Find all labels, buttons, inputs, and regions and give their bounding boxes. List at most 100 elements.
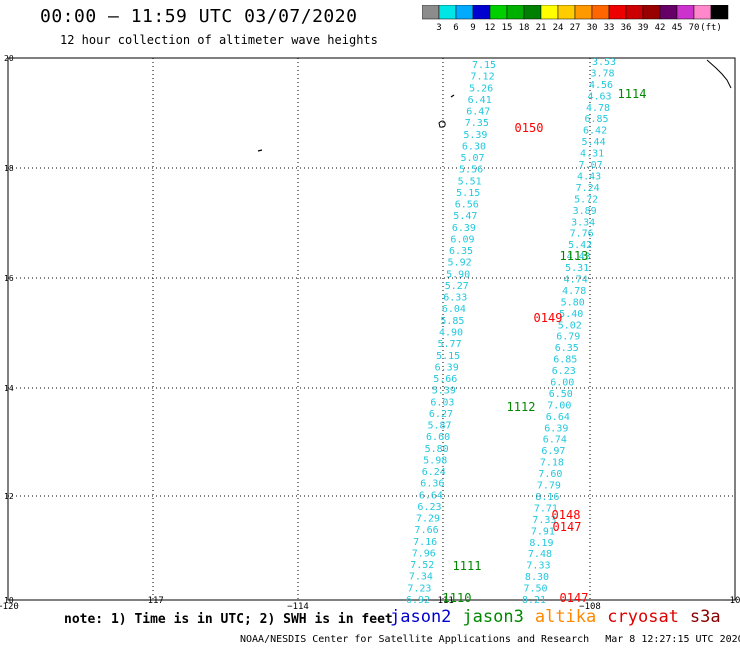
wave-height-value: 4.74 [564, 274, 588, 285]
wave-height-value: 5.39 [463, 130, 487, 141]
island-outline [450, 94, 455, 98]
wave-height-value: 6.39 [544, 423, 568, 434]
color-scale-label: 27 [570, 23, 581, 33]
wave-height-value: 5.90 [446, 269, 470, 280]
color-scale-legend: 3 6 9 12 15 18 21 24 27 30 33 36 39 42 45 70 (ft) [422, 5, 729, 33]
wave-height-map: −120 −117 −114 −111 −108 −105 20 18 16 14 12 10 7.15… [0, 54, 740, 610]
satellite-s3a: s3a [689, 607, 721, 627]
wave-height-value: 7.34 [409, 572, 433, 583]
wave-height-value: 5.77 [438, 339, 462, 350]
wave-height-value: 3.34 [571, 217, 595, 228]
wave-height-value: 5.42 [568, 240, 592, 251]
wave-height-value: 6.42 [583, 126, 607, 137]
pass-time-label: 0149 [534, 311, 563, 325]
wave-height-value: 6.00 [550, 378, 574, 389]
color-scale-label: 15 [502, 23, 513, 33]
satellite-legend: jason2 jason3 altika cryosat s3a [390, 607, 732, 627]
wave-height-value: 7.23 [407, 583, 431, 594]
wave-height-value: 7.15 [472, 60, 496, 71]
wave-height-value: 6.39 [435, 362, 459, 373]
wave-height-value: 7.79 [537, 481, 561, 492]
wave-height-value: 5.72 [574, 194, 598, 205]
wave-height-value: 5.26 [469, 83, 493, 94]
wave-height-value: 6.64 [546, 412, 570, 423]
wave-height-value: 5.80 [561, 297, 585, 308]
wave-height-value: 6.64 [419, 490, 443, 501]
pass-time-label: 1110 [443, 591, 472, 605]
pass-time-label: 0148 [552, 508, 581, 522]
wave-height-value: 7.33 [532, 515, 556, 526]
pass-time-label: 1112 [507, 400, 536, 414]
wave-height-value: 6.39 [452, 223, 476, 234]
color-scale-label: 12 [485, 23, 496, 33]
color-scale-label: 24 [553, 23, 564, 33]
wave-height-value: 5.44 [582, 137, 606, 148]
wave-height-value: 3.53 [592, 57, 616, 68]
wave-height-value: 6.24 [422, 467, 446, 478]
satellite-jason3: jason3 [462, 607, 524, 627]
island-outline [257, 149, 263, 152]
credit-text: NOAA/NESDIS Center for Satellite Applica… [240, 634, 590, 645]
pass-time-label: 1114 [618, 87, 647, 101]
longitude-tick-label: −114 [287, 602, 309, 610]
wave-height-value: 7.18 [540, 458, 564, 469]
wave-height-value: 6.30 [462, 141, 486, 152]
pass-time-label: 1113 [560, 249, 589, 263]
generated-timestamp: Mar 8 12:27:15 UTC 2020 [605, 634, 740, 645]
wave-height-value: 6.04 [442, 304, 466, 315]
chart-title: 00:00 – 11:59 UTC 03/07/2020 [40, 6, 358, 27]
wave-height-value: 6.03 [430, 397, 454, 408]
satellite-cryosat: cryosat [607, 607, 679, 627]
wave-height-value: 6.79 [556, 332, 580, 343]
color-scale-label: 9 [470, 23, 475, 33]
wave-height-value: 5.51 [458, 176, 482, 187]
footer-credit: NOAA/NESDIS Center for Satellite Applica… [240, 634, 740, 645]
wave-height-value: 7.16 [413, 537, 437, 548]
wave-height-value: 6.85 [585, 114, 609, 125]
latitude-tick-label: 18 [4, 164, 14, 173]
latitude-tick-label: 20 [4, 54, 14, 63]
wave-height-value: 6.23 [417, 502, 441, 513]
latitude-tick-label: 10 [4, 596, 14, 605]
latitude-tick-label: 12 [4, 492, 14, 501]
wave-height-value: 4.56 [589, 80, 613, 91]
wave-height-value: 7.00 [547, 400, 571, 411]
wave-height-value: 6.27 [429, 409, 453, 420]
wave-height-value: 6.60 [426, 432, 450, 443]
pass-time-label: 0147 [553, 520, 582, 534]
wave-height-value: 6.23 [552, 366, 576, 377]
color-scale-label: 70 [689, 23, 700, 33]
color-scale-label: 30 [587, 23, 598, 33]
color-scale-label: 36 [621, 23, 632, 33]
wave-height-value: 6.35 [555, 343, 579, 354]
wave-height-value: 4.78 [562, 286, 586, 297]
wave-height-value: 6.50 [549, 389, 573, 400]
wave-height-value: 7.24 [576, 183, 600, 194]
wave-height-value: 7.60 [538, 469, 562, 480]
longitude-tick-label: −120 [0, 602, 19, 610]
latitude-tick-label: 14 [4, 384, 14, 393]
wave-height-value: 6.92 [406, 595, 430, 606]
wave-height-value: 7.91 [531, 526, 555, 537]
island-outline [438, 120, 446, 128]
wave-height-value: 7.12 [471, 72, 495, 83]
wave-height-value: 3.89 [573, 206, 597, 217]
longitude-tick-label: −108 [579, 602, 601, 610]
pass-time-label: 0147 [560, 591, 589, 605]
color-scale-label: 18 [519, 23, 530, 33]
wave-height-value: 5.56 [459, 165, 483, 176]
wave-height-value: 5.39 [432, 386, 456, 397]
wave-height-value: 4.43 [577, 171, 601, 182]
wave-height-value: 7.29 [416, 514, 440, 525]
wave-height-value: 8.16 [535, 492, 559, 503]
wave-height-value: 4.78 [586, 103, 610, 114]
wave-height-value: 5.31 [565, 263, 589, 274]
wave-height-value: 5.66 [433, 374, 457, 385]
wave-height-value: 6.97 [541, 446, 565, 457]
color-scale-label: 39 [638, 23, 649, 33]
longitude-tick-label: −111 [432, 596, 454, 606]
wave-height-value: 7.71 [534, 503, 558, 514]
wave-height-value: 8.21 [522, 595, 546, 606]
wave-height-value: 5.98 [423, 455, 447, 466]
wave-height-value: 6.74 [543, 435, 567, 446]
